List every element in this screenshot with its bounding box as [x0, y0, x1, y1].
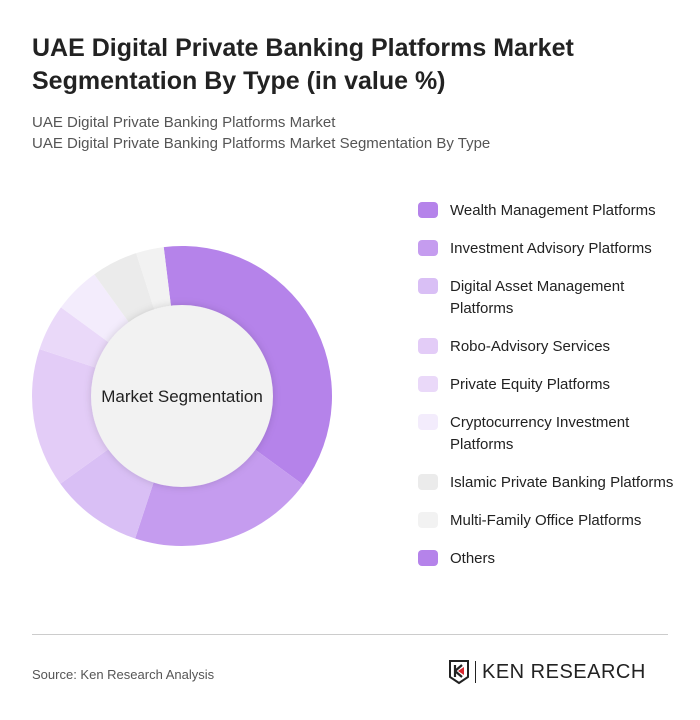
legend-item: Private Equity Platforms	[418, 374, 678, 396]
legend-item: Others	[418, 548, 678, 570]
donut-center	[91, 305, 273, 487]
logo-icon	[449, 660, 469, 685]
divider	[32, 634, 668, 635]
legend-item: Multi-Family Office Platforms	[418, 510, 678, 532]
donut-chart: Market Segmentation	[32, 246, 333, 546]
legend-label: Multi-Family Office Platforms	[450, 512, 642, 529]
legend-swatch	[418, 240, 438, 256]
legend-label: Wealth Management Platforms	[450, 202, 656, 219]
legend-swatch	[418, 550, 438, 566]
legend-item: Investment Advisory Platforms	[418, 238, 678, 260]
ken-research-logo: KEN RESEARCH	[448, 659, 646, 685]
legend-swatch	[418, 278, 438, 294]
legend-swatch	[418, 376, 438, 392]
legend-label: Private Equity Platforms	[450, 376, 611, 393]
legend-item: Wealth Management Platforms	[418, 200, 678, 222]
logo-text: KEN RESEARCH	[482, 660, 646, 683]
legend-item: Cryptocurrency Investment Platforms	[418, 412, 678, 456]
legend-swatch	[418, 512, 438, 528]
legend-swatch	[418, 338, 438, 354]
legend-label: Digital Asset Management Platforms	[450, 278, 625, 317]
legend-label: Others	[450, 550, 496, 567]
legend-swatch	[418, 474, 438, 490]
legend-label: Investment Advisory Platforms	[450, 240, 652, 257]
chart-title: UAE Digital Private Banking Platforms Ma…	[32, 34, 574, 95]
source-note: Source: Ken Research Analysis	[32, 667, 215, 682]
center-label: Market Segmentation	[101, 387, 263, 406]
legend-swatch	[418, 414, 438, 430]
legend-item: Robo-Advisory Services	[418, 336, 678, 358]
legend: Wealth Management Platforms Investment Ad…	[418, 200, 678, 586]
legend-item: Islamic Private Banking Platforms	[418, 472, 678, 494]
legend-label: Cryptocurrency Investment Platforms	[450, 414, 630, 453]
legend-label: Islamic Private Banking Platforms	[450, 474, 674, 491]
legend-label: Robo-Advisory Services	[450, 338, 611, 355]
subtitle-segmentation: UAE Digital Private Banking Platforms Ma…	[32, 135, 491, 152]
subtitle-market: UAE Digital Private Banking Platforms Ma…	[32, 114, 336, 131]
legend-item: Digital Asset Management Platforms	[418, 276, 678, 320]
legend-swatch	[418, 202, 438, 218]
